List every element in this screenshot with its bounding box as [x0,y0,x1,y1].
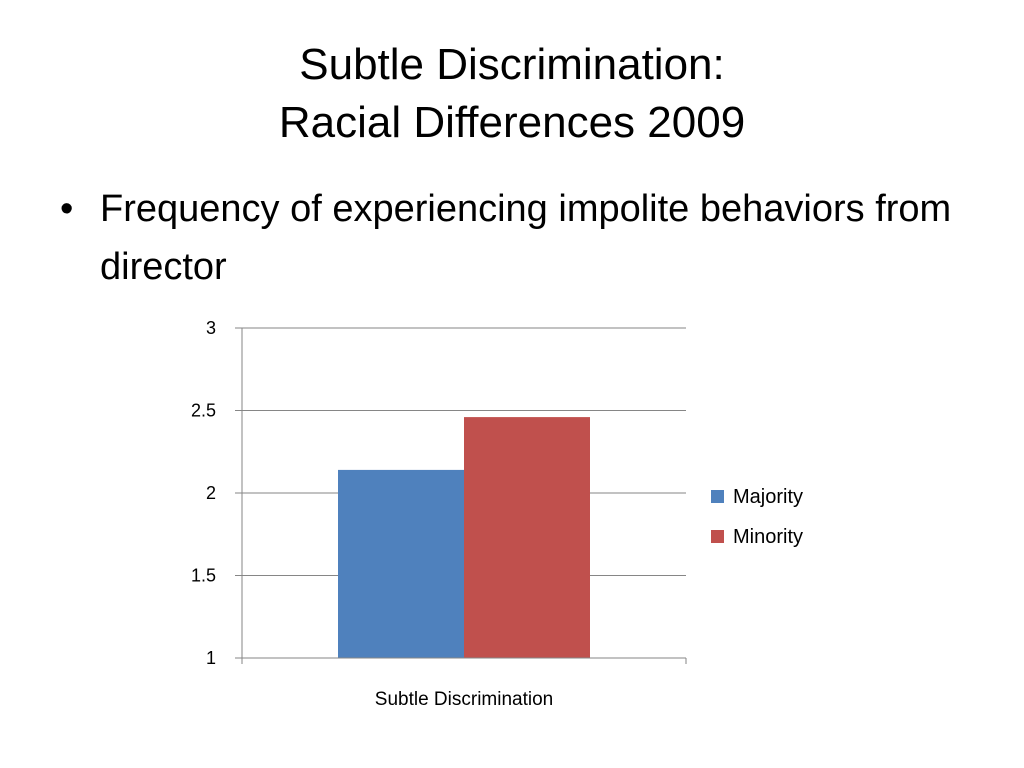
axes: 1 1.5 2 2.5 3 Subtle Discrimination [191,318,687,710]
legend: Majority Minority [711,486,803,548]
legend-label-majority: Majority [733,486,803,508]
bullet-icon: • [60,188,74,230]
bullet-text: Frequency of experiencing impolite behav… [100,188,952,288]
x-category-label: Subtle Discrimination [375,689,553,710]
bar-minority [464,417,590,658]
y-tick-label: 2 [206,483,216,503]
y-tick-label: 1 [206,648,216,668]
y-tick-label: 1.5 [191,566,216,586]
y-tick-label: 3 [206,318,216,338]
slide-title: Subtle Discrimination: Racial Difference… [0,36,1024,152]
bullet-item: • Frequency of experiencing impolite beh… [60,180,960,296]
title-line-2: Racial Differences 2009 [278,98,746,147]
legend-swatch-minority [711,530,724,543]
title-line-1: Subtle Discrimination: [299,40,725,89]
y-tick-label: 2.5 [191,401,216,421]
bar-majority [338,469,464,658]
legend-swatch-majority [711,490,724,503]
legend-label-minority: Minority [733,526,803,548]
bars [338,417,590,658]
bullet-list: • Frequency of experiencing impolite beh… [60,180,960,296]
